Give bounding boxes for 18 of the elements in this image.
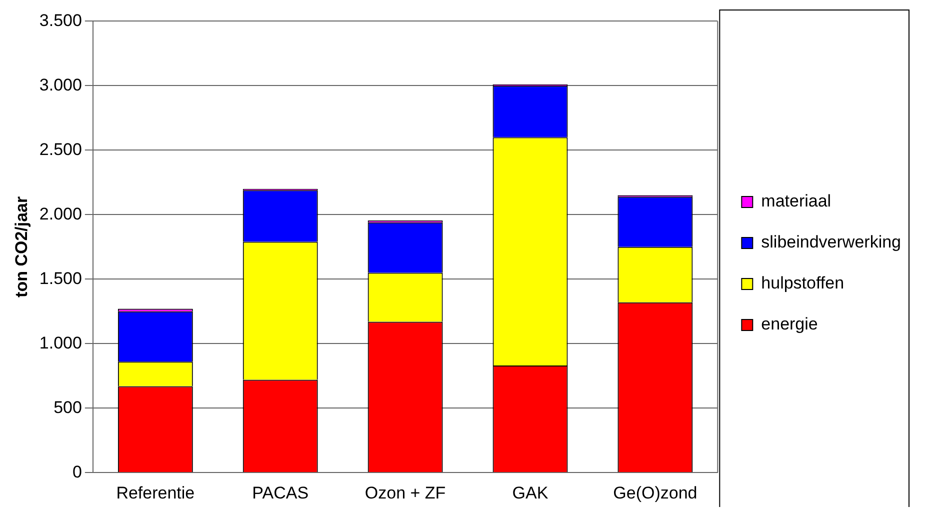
legend-label: hulpstoffen [761, 274, 844, 293]
x-tick-label: Ozon + ZF [364, 483, 446, 502]
y-tick-label: 1.500 [39, 268, 82, 288]
legend-label: slibeindverwerking [761, 232, 901, 252]
y-tick-label: 2.000 [39, 204, 82, 224]
x-tick-label: PACAS [252, 483, 309, 502]
x-tick-label: Referentie [116, 483, 195, 502]
y-axis-title: ton CO2/jaar [12, 196, 31, 298]
x-tick-label: Ge(O)zond [613, 483, 698, 502]
x-tick-label: GAK [512, 483, 549, 502]
y-tick-label: 1.000 [39, 333, 82, 352]
y-tick-label: 0 [72, 462, 82, 482]
y-tick-label: 500 [54, 398, 82, 417]
y-tick-label: 3.000 [39, 75, 82, 94]
legend-label: materiaal [761, 192, 832, 211]
y-tick-label: 3.500 [39, 10, 82, 30]
legend-label: energie [761, 314, 818, 334]
y-tick-label: 2.500 [39, 140, 82, 159]
